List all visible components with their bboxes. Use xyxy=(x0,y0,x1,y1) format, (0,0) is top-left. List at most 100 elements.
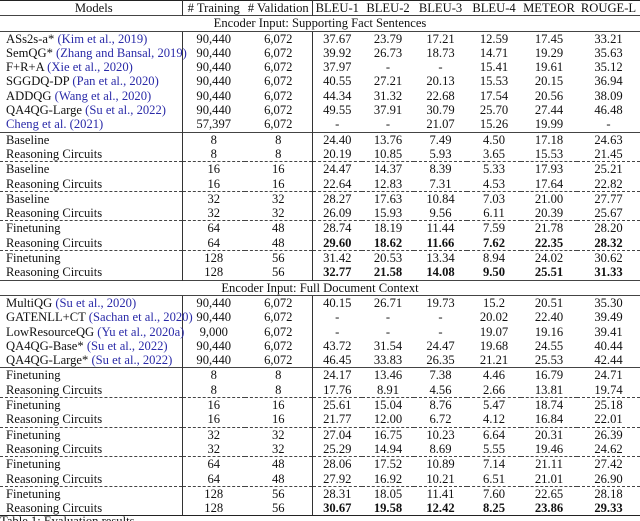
citation-link[interactable]: (Sachan et al., 2020) xyxy=(88,310,193,325)
bleu1-value: 31.42 xyxy=(312,250,362,266)
bleu1-value: 24.40 xyxy=(312,131,362,147)
model-name: Reasoning Circuits xyxy=(6,501,103,516)
rougel-value: 35.12 xyxy=(594,60,623,75)
bleu1-value: - xyxy=(335,310,340,325)
bleu3-value: 12.42 xyxy=(414,501,467,517)
bleu2-value: 18.62 xyxy=(362,236,414,251)
rougel-value: 26.39 xyxy=(577,426,640,442)
rougel-value: 36.94 xyxy=(594,74,623,89)
meteor-value: 21.01 xyxy=(534,471,564,486)
bleu3-value: 30.79 xyxy=(426,103,455,118)
bleu1-value: 28.06 xyxy=(312,456,362,472)
bleu2-value: 8.91 xyxy=(376,382,400,397)
rougel-value: 28.32 xyxy=(577,236,640,251)
table-row: Finetuning 16 16 25.61 15.04 8.76 5.47 18.74 25.… xyxy=(0,397,640,413)
citation-link[interactable]: Cheng et al. (2021) xyxy=(6,117,104,132)
rougel-value: 22.82 xyxy=(594,176,623,191)
bleu1-value: 24.47 xyxy=(312,161,362,177)
rougel-value: 38.09 xyxy=(594,88,623,103)
citation-link[interactable]: (Pan et al., 2020) xyxy=(72,74,159,89)
model-name: Reasoning Circuits xyxy=(6,382,103,397)
bleu4-value: 15.53 xyxy=(479,74,509,89)
rougel-value: 27.42 xyxy=(577,456,640,472)
bleu3-value: 13.34 xyxy=(414,250,467,266)
citation-link[interactable]: (Su et al., 2020) xyxy=(55,295,137,310)
citation-link[interactable]: (Su et al., 2022) xyxy=(91,353,173,368)
table-row: Reasoning Circuits 16 16 21.77 12.00 6.72 4.12… xyxy=(0,412,640,428)
meteor-value: 13.81 xyxy=(534,382,564,397)
model-name-cell: Reasoning Circuits xyxy=(0,206,183,221)
table-row: Finetuning 128 56 31.42 20.53 13.34 8.94 24.02 3… xyxy=(0,250,640,266)
bleu4-value: 8.25 xyxy=(467,501,521,517)
citation-link[interactable]: (Xie et al., 2020) xyxy=(47,60,133,75)
model-name: ADDQG xyxy=(6,88,52,103)
training-count: 8 xyxy=(182,131,245,147)
bleu3-value: 14.08 xyxy=(414,265,467,280)
bleu1-value: 49.55 xyxy=(323,103,352,118)
model-name-cell: SemQG* (Zhang and Bansal, 2019) xyxy=(0,45,187,61)
model-name-cell: Finetuning xyxy=(0,397,183,413)
citation-link[interactable]: (Zhang and Bansal, 2019) xyxy=(56,45,187,60)
bleu4-value: 15.26 xyxy=(479,117,509,132)
bleu1-value: 44.34 xyxy=(323,88,352,103)
bleu4-value: 7.03 xyxy=(467,190,521,207)
best-score: 14.08 xyxy=(426,265,455,280)
training-count: 8 xyxy=(210,382,217,397)
model-name: GATENLL+CT xyxy=(6,310,86,325)
training-count: 90,440 xyxy=(196,88,232,103)
meteor-value: 19.16 xyxy=(534,324,564,339)
meteor-value: 16.79 xyxy=(521,367,577,383)
table-row: SemQG* (Zhang and Bansal, 2019) 90,440 6,0… xyxy=(0,45,640,61)
validation-count: 16 xyxy=(245,176,313,192)
bleu2-value: - xyxy=(385,324,391,339)
validation-count: 6,072 xyxy=(245,45,313,61)
bleu4-value: 19.68 xyxy=(479,338,509,353)
bleu1-value: 46.45 xyxy=(323,353,352,368)
section-title: Encoder Input: Supporting Fact Sentences xyxy=(0,15,640,32)
model-name-cell: Baseline xyxy=(0,131,183,147)
validation-count: 48 xyxy=(245,220,313,236)
bleu1-value: 30.67 xyxy=(312,501,362,517)
best-score: 22.35 xyxy=(534,235,564,250)
validation-count: 6,072 xyxy=(245,88,313,104)
validation-count: 32 xyxy=(245,206,313,221)
bleu4-value: 4.50 xyxy=(467,131,521,147)
citation-link[interactable]: (Kim et al., 2019) xyxy=(57,31,148,46)
citation-link[interactable]: (Yu et al., 2020a) xyxy=(97,324,185,339)
rougel-value: 27.77 xyxy=(577,190,640,207)
meteor-value: 20.56 xyxy=(534,88,564,103)
model-name: QA4QG-Large xyxy=(6,103,83,118)
model-name-cell: ADDQG (Wang et al., 2020) xyxy=(0,88,183,104)
model-name-cell: F+R+A (Xie et al., 2020) xyxy=(0,60,183,75)
citation-link[interactable]: (Su et al., 2022) xyxy=(85,103,166,118)
validation-count: 16 xyxy=(245,412,313,428)
citation-link[interactable]: (Wang et al., 2020) xyxy=(54,88,152,103)
table-row: GATENLL+CT (Sachan et al., 2020) 90,440 6,… xyxy=(0,310,640,325)
bleu2-value: 16.75 xyxy=(362,426,414,442)
best-score: 8.25 xyxy=(482,501,506,516)
table-row: Reasoning Circuits 128 56 30.67 19.58 12.42 8.… xyxy=(0,501,640,517)
meteor-value: 19.29 xyxy=(534,45,564,60)
best-score: 32.77 xyxy=(323,265,352,280)
model-name-cell: Reasoning Circuits xyxy=(0,176,183,192)
bleu1-value: - xyxy=(335,117,340,132)
section-title-row: Encoder Input: Supporting Fact Sentences xyxy=(0,15,640,32)
meteor-value: 27.44 xyxy=(534,103,564,118)
table-row: Finetuning 32 32 27.04 16.75 10.23 6.64 20.31 26… xyxy=(0,426,640,442)
table-row: SGGDQ-DP (Pan et al., 2020) 90,440 6,072 40… xyxy=(0,74,640,89)
training-count: 90,440 xyxy=(196,103,232,118)
model-name: Reasoning Circuits xyxy=(6,441,103,456)
table-row: Reasoning Circuits 8 8 20.19 10.85 5.93 3.65 15… xyxy=(0,146,640,162)
model-name-cell: MultiQG (Su et al., 2020) xyxy=(0,295,183,311)
citation-link[interactable]: (Su et al., 2022) xyxy=(86,338,168,353)
bleu3-value: 5.93 xyxy=(429,146,452,161)
bleu1-value: 21.77 xyxy=(323,412,352,427)
bleu3-value: 7.49 xyxy=(414,131,467,147)
bleu3-value: 20.13 xyxy=(426,74,455,89)
meteor-value: 20.51 xyxy=(534,295,564,310)
training-count: 16 xyxy=(207,412,221,427)
section-title-row: Encoder Input: Full Document Context xyxy=(0,279,640,296)
bleu3-value: 19.73 xyxy=(426,295,455,310)
table-row: QA4QG-Large* (Su et al., 2022) 90,440 6,07… xyxy=(0,353,640,368)
bleu2-value: - xyxy=(385,310,391,325)
